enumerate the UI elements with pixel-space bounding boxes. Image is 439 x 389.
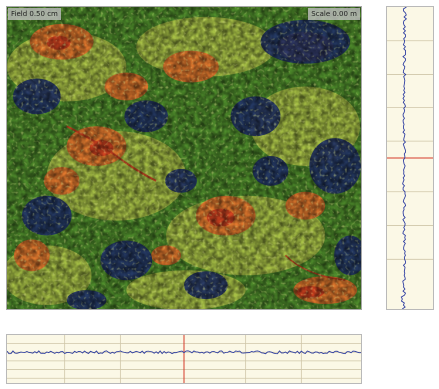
surface-map-panel[interactable]: Field 0.50 cm Scale 0.00 m <box>6 6 362 310</box>
vertical-profile-panel[interactable] <box>386 6 434 310</box>
horizontal-profile-panel[interactable] <box>6 334 362 384</box>
map-right-label: Scale 0.00 m <box>308 8 360 20</box>
vertical-profile-trace <box>400 7 408 309</box>
horizontal-profile-trace <box>7 350 361 355</box>
horizontal-profile-plot <box>7 335 361 383</box>
map-left-label: Field 0.50 cm <box>8 8 61 20</box>
vertical-profile-plot <box>387 7 433 309</box>
surface-map-image[interactable] <box>7 7 361 309</box>
